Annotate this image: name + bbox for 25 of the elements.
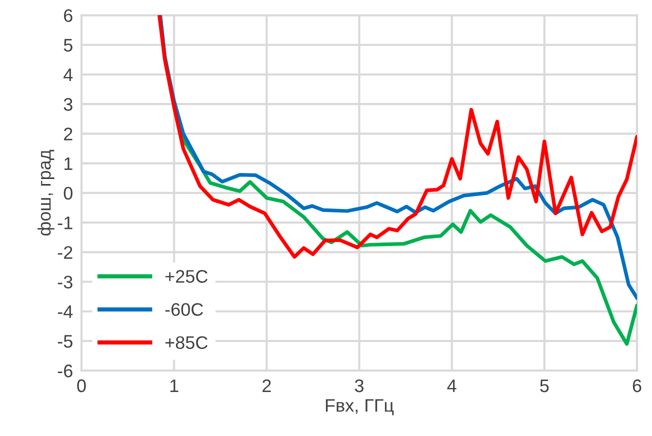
y-tick-label: -1 xyxy=(58,216,72,230)
legend-label: +85C xyxy=(165,336,208,349)
x-tick-label: 5 xyxy=(540,380,549,392)
y-tick-label: 0 xyxy=(64,186,72,200)
y-tick-label: -3 xyxy=(58,276,72,288)
x-tick-label: 3 xyxy=(354,379,364,392)
x-tick-label: 2 xyxy=(262,379,271,392)
y-tick-label: 3 xyxy=(64,98,72,111)
x-tick-label: 1 xyxy=(170,380,178,392)
legend-label: -60C xyxy=(165,303,204,316)
y-tick-label: 4 xyxy=(64,68,73,82)
y-axis-title: фош, град xyxy=(38,150,54,236)
x-axis-title: Fвх, ГГц xyxy=(326,399,394,416)
y-tick-label: -6 xyxy=(58,364,72,378)
y-tick-label: 6 xyxy=(64,9,72,22)
y-tick-label: 5 xyxy=(64,38,72,52)
y-tick-label: -5 xyxy=(58,335,72,348)
legend-label: +25C xyxy=(165,270,208,283)
y-tick-label: 1 xyxy=(64,157,72,170)
x-tick-label: 0 xyxy=(77,379,86,392)
x-tick-label: 6 xyxy=(632,379,642,392)
y-tick-label: -2 xyxy=(58,246,72,259)
y-tick-label: -4 xyxy=(58,305,73,318)
y-tick-label: 2 xyxy=(64,128,72,140)
x-tick-label: 4 xyxy=(447,380,456,392)
